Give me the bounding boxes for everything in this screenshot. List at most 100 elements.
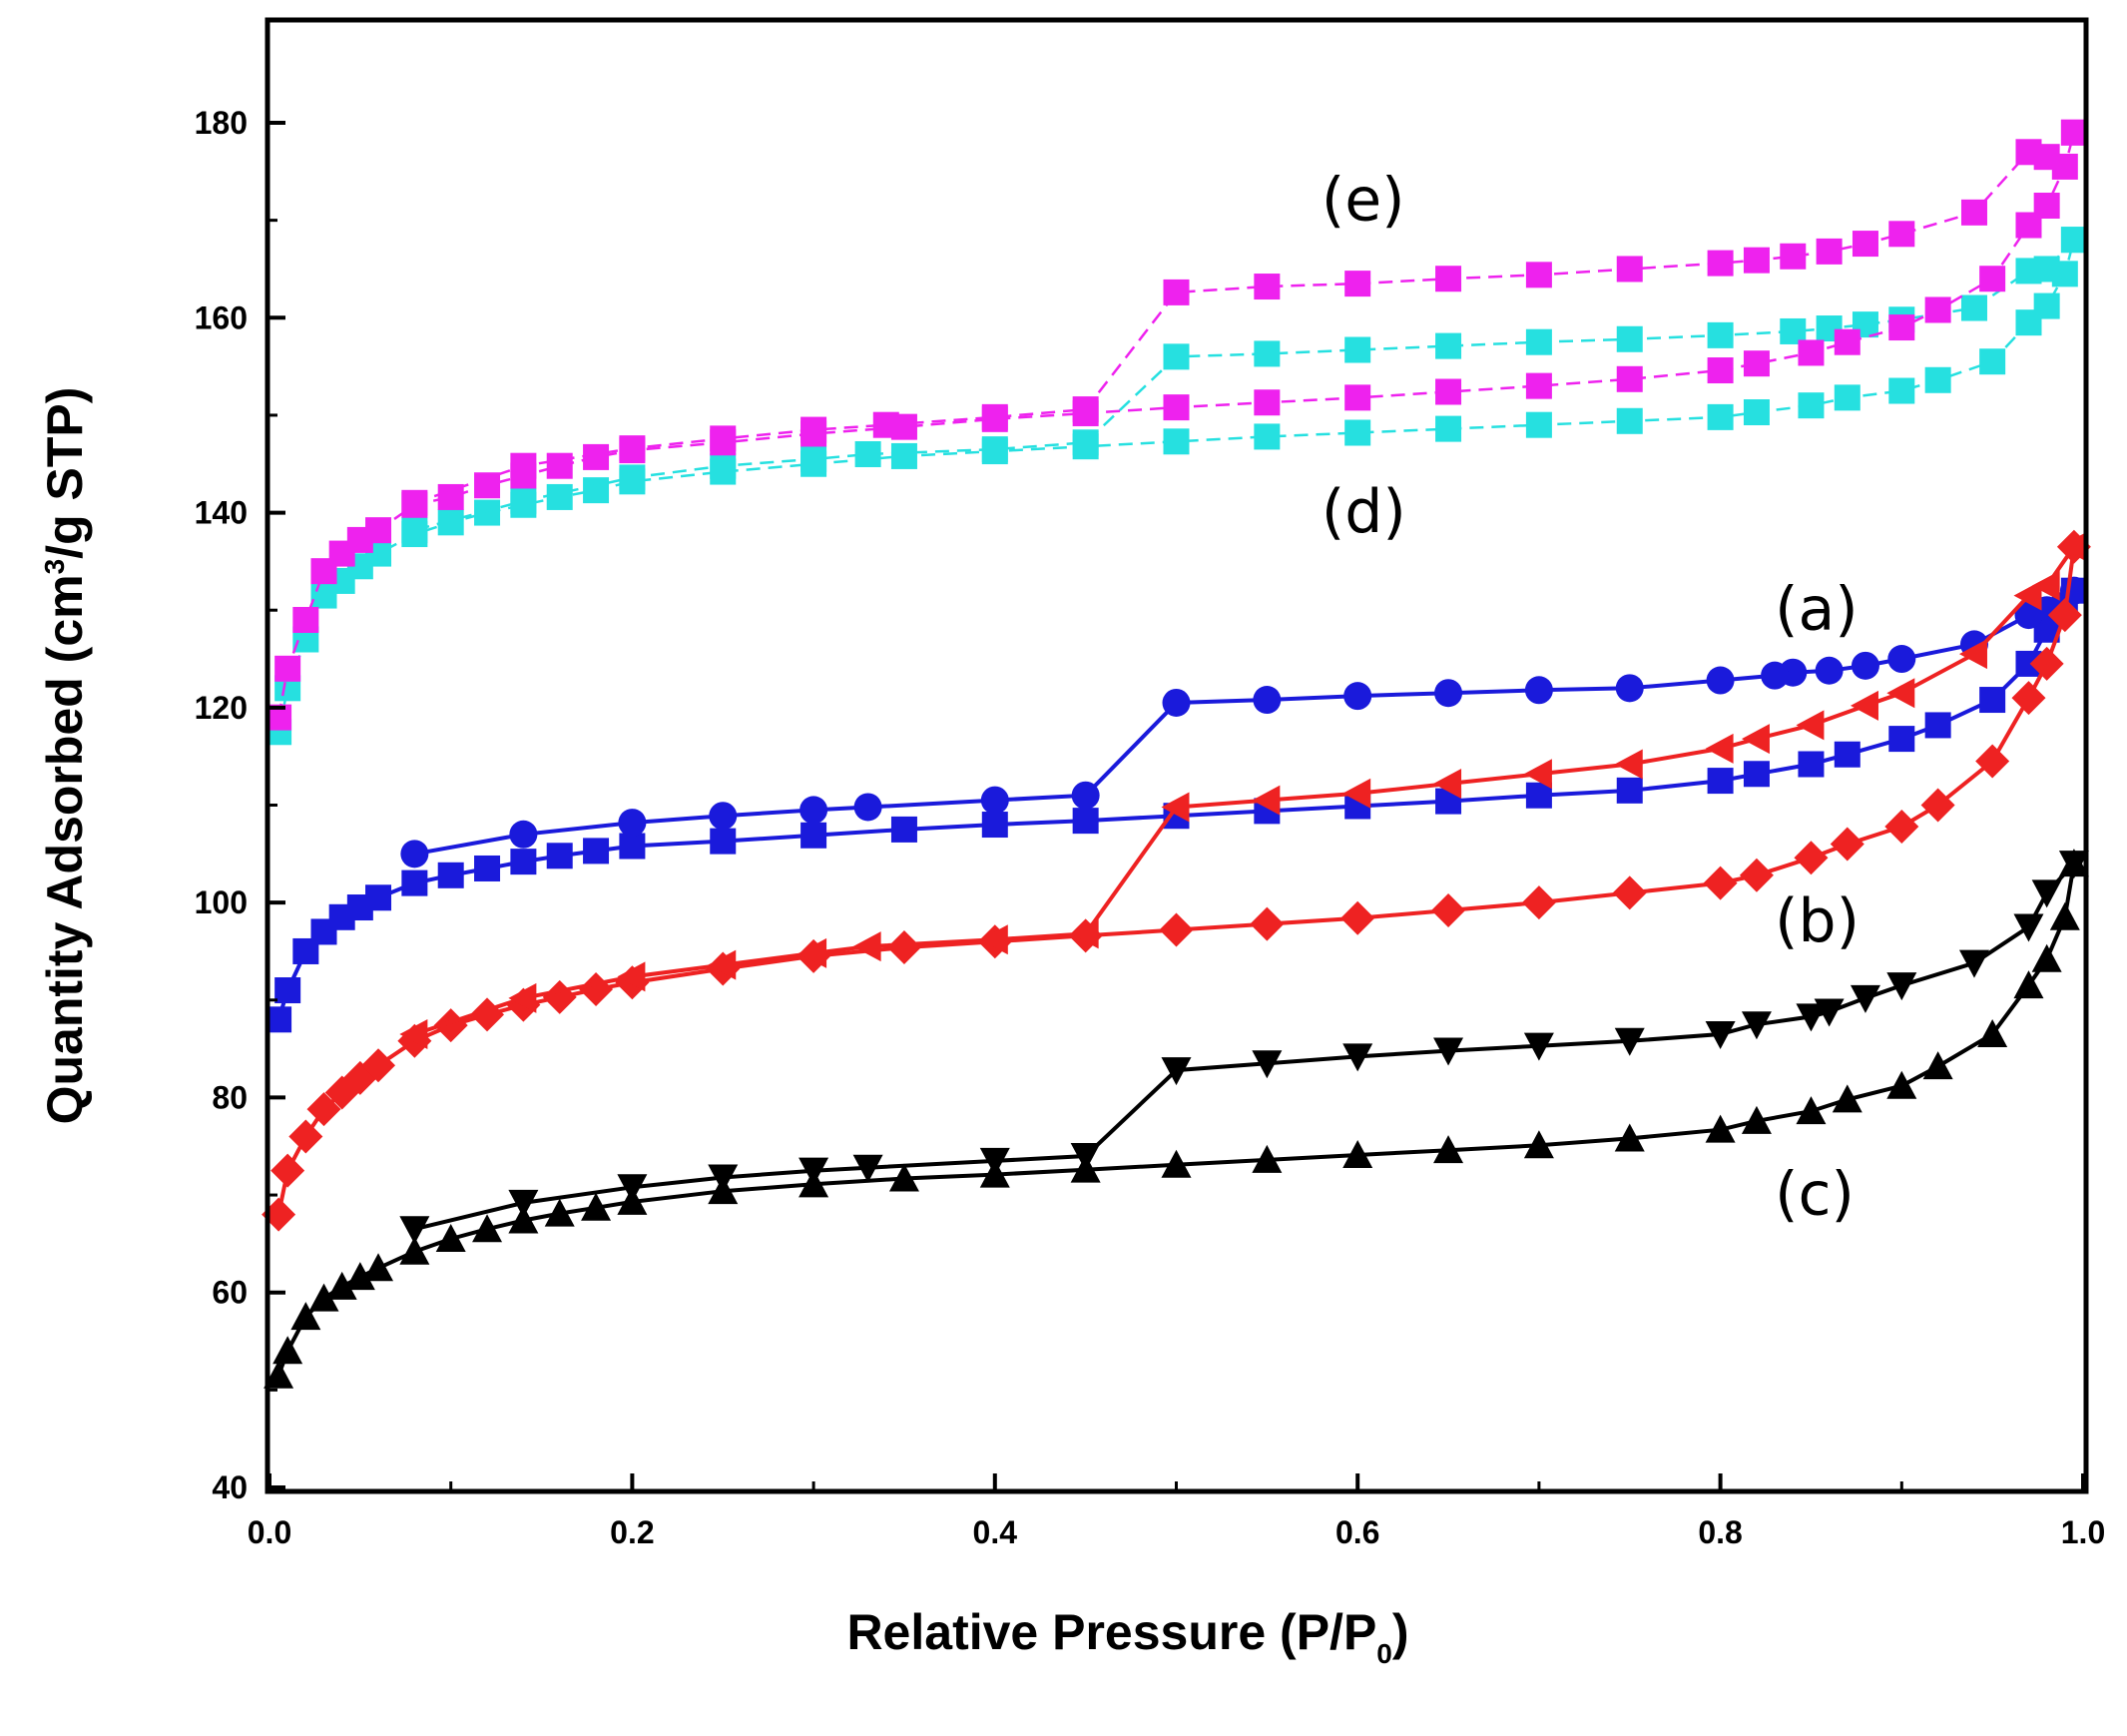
- data-point-e-adsorption: [1525, 372, 1552, 399]
- data-point-e-adsorption: [274, 655, 301, 682]
- data-point-b-desorption: [1958, 639, 1987, 670]
- data-point-b-adsorption: [1340, 900, 1375, 935]
- data-point-c-adsorption: [308, 1283, 339, 1312]
- series-b-desorption: [399, 531, 2087, 1049]
- data-point-b-adsorption: [1739, 858, 1774, 892]
- data-point-c-adsorption: [1342, 1140, 1373, 1169]
- data-point-a-adsorption: [401, 869, 428, 896]
- data-point-e-adsorption: [546, 452, 573, 479]
- data-point-c-desorption: [852, 1154, 883, 1183]
- series-c-desorption: [399, 851, 2089, 1245]
- data-point-c-adsorption: [1161, 1149, 1192, 1178]
- data-point-b-adsorption: [1159, 912, 1194, 947]
- data-point-a-adsorption: [981, 812, 1008, 839]
- data-point-c-adsorption: [581, 1192, 612, 1221]
- data-point-e-adsorption: [1707, 357, 1734, 384]
- y-tick-label: 140: [195, 495, 248, 531]
- data-point-c-adsorption: [1832, 1084, 1862, 1113]
- data-point-a-desorption: [853, 793, 882, 822]
- data-point-b-adsorption: [1431, 892, 1466, 927]
- data-point-b-adsorption: [2047, 598, 2082, 633]
- data-point-b-adsorption: [886, 930, 921, 965]
- curve-label: (b): [1775, 886, 1860, 956]
- data-point-c-adsorption: [399, 1236, 430, 1265]
- data-point-c-desorption: [1850, 984, 1880, 1013]
- data-point-c-desorption: [2013, 913, 2044, 942]
- y-tick-label: 80: [212, 1079, 248, 1115]
- data-point-b-adsorption: [433, 1008, 468, 1043]
- data-point-c-adsorption: [1523, 1130, 1554, 1159]
- data-point-c-desorption: [1523, 1032, 1554, 1061]
- data-point-c-desorption: [1252, 1050, 1283, 1079]
- y-axis-title: Quantity Adsorbed (cm3/g STP): [37, 387, 93, 1125]
- data-point-c-desorption: [1614, 1027, 1645, 1056]
- data-point-b-desorption: [708, 949, 737, 980]
- data-point-a-desorption: [709, 802, 738, 831]
- curve-label: (e): [1322, 166, 1405, 236]
- data-point-d-desorption: [1344, 336, 1371, 363]
- data-point-c-adsorption: [290, 1302, 321, 1331]
- series-line-c-desorption: [413, 862, 2076, 1232]
- series-line-e-adsorption: [276, 132, 2076, 718]
- data-point-c-adsorption: [272, 1336, 303, 1365]
- data-point-a-adsorption: [890, 816, 917, 843]
- data-point-d-desorption: [1435, 332, 1462, 359]
- curve-label: (c): [1775, 1160, 1855, 1230]
- data-point-d-desorption: [800, 445, 827, 472]
- data-point-a-desorption: [1343, 682, 1372, 711]
- data-point-e-adsorption: [2033, 192, 2060, 219]
- data-point-c-adsorption: [363, 1253, 394, 1282]
- data-point-d-adsorption: [1344, 419, 1371, 446]
- data-point-b-adsorption: [306, 1092, 341, 1127]
- data-point-c-adsorption: [435, 1224, 466, 1253]
- data-point-e-desorption: [1163, 279, 1190, 305]
- data-point-d-adsorption: [1924, 366, 1951, 393]
- data-point-b-desorption: [2058, 531, 2087, 562]
- data-point-c-desorption: [1070, 1143, 1101, 1172]
- y-tick-label: 120: [195, 690, 248, 726]
- data-point-d-desorption: [1707, 321, 1734, 348]
- data-point-b-desorption: [2013, 580, 2042, 611]
- data-point-a-desorption: [400, 840, 429, 868]
- data-point-d-adsorption: [2033, 292, 2060, 319]
- data-point-e-adsorption: [1743, 350, 1770, 377]
- data-point-b-desorption: [1523, 759, 1552, 790]
- data-point-b-desorption: [617, 961, 646, 992]
- data-point-e-adsorption: [365, 517, 392, 544]
- data-point-e-adsorption: [1616, 365, 1643, 392]
- data-point-c-adsorption: [1922, 1051, 1953, 1080]
- data-point-a-adsorption: [619, 833, 646, 860]
- data-point-e-desorption: [1743, 247, 1770, 274]
- data-point-a-desorption: [618, 809, 647, 838]
- data-point-a-adsorption: [1707, 768, 1734, 795]
- data-point-c-adsorption: [544, 1198, 575, 1227]
- data-point-d-desorption: [619, 464, 646, 491]
- data-point-c-adsorption: [472, 1214, 503, 1243]
- data-point-b-desorption: [1705, 733, 1734, 764]
- data-point-e-desorption: [1816, 238, 1843, 265]
- data-point-b-adsorption: [2029, 646, 2064, 681]
- data-point-e-desorption: [619, 435, 646, 462]
- data-point-d-desorption: [1072, 429, 1099, 456]
- data-point-a-adsorption: [583, 838, 610, 865]
- data-point-c-adsorption: [1705, 1114, 1736, 1143]
- data-point-a-adsorption: [274, 977, 301, 1004]
- data-point-a-adsorption: [1616, 777, 1643, 804]
- data-point-e-adsorption: [474, 472, 501, 499]
- data-point-c-adsorption: [326, 1271, 357, 1300]
- data-point-e-adsorption: [583, 443, 610, 470]
- data-point-a-desorption: [1815, 656, 1844, 685]
- data-point-c-adsorption: [2049, 901, 2080, 930]
- data-point-b-adsorption: [361, 1048, 396, 1083]
- data-point-b-adsorption: [1612, 875, 1647, 910]
- data-point-d-adsorption: [474, 499, 501, 526]
- data-point-c-adsorption: [1433, 1135, 1464, 1164]
- data-point-c-adsorption: [1796, 1096, 1827, 1125]
- data-point-c-adsorption: [264, 1360, 294, 1389]
- data-point-e-adsorption: [1834, 328, 1861, 355]
- data-point-e-desorption: [1344, 271, 1371, 297]
- data-point-d-desorption: [710, 452, 737, 479]
- data-point-b-adsorption: [1884, 809, 1919, 844]
- data-point-d-adsorption: [1834, 384, 1861, 411]
- data-point-b-adsorption: [1830, 827, 1864, 862]
